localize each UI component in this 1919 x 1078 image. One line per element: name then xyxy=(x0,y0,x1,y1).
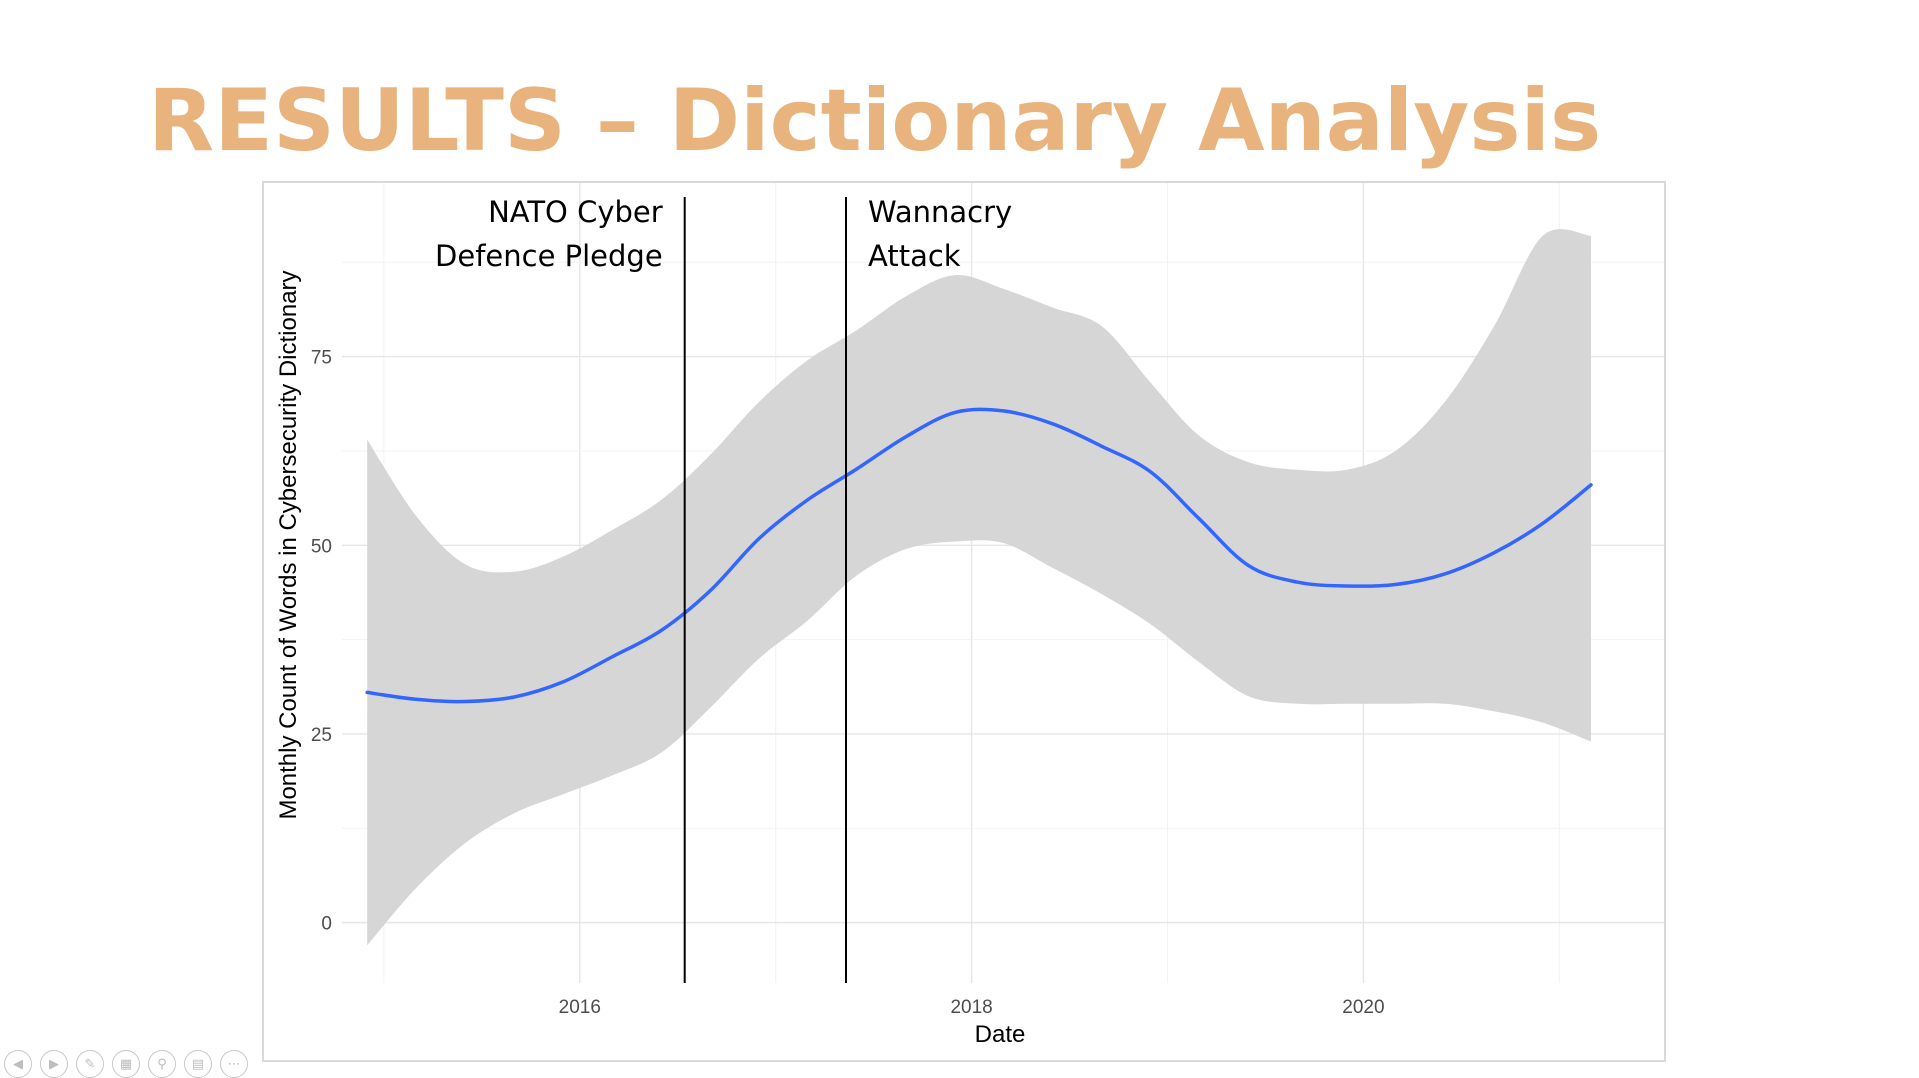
x-tick-label: 2020 xyxy=(1342,997,1384,1018)
more-icon[interactable]: ⋯ xyxy=(220,1050,248,1078)
y-tick-label: 25 xyxy=(311,725,332,746)
y-tick-label: 75 xyxy=(311,348,332,369)
previous-icon[interactable]: ◀ xyxy=(4,1050,32,1078)
presentation-controls: ◀ ▶ ✎ ▦ ⚲ ▤ ⋯ xyxy=(4,1050,248,1078)
confidence-band xyxy=(367,229,1592,946)
x-axis-title: Date xyxy=(975,1021,1026,1048)
next-icon[interactable]: ▶ xyxy=(40,1050,68,1078)
slides-icon[interactable]: ▦ xyxy=(112,1050,140,1078)
x-tick-label: 2016 xyxy=(559,997,601,1018)
slide-title: RESULTS – Dictionary Analysis xyxy=(148,71,1602,171)
subtitles-icon[interactable]: ▤ xyxy=(184,1050,212,1078)
event-annotation-text: Wannacry xyxy=(868,195,1012,229)
y-tick-label: 0 xyxy=(321,914,332,935)
trend-line-layer xyxy=(365,407,1593,704)
y-axis-title: Monthly Count of Words in Cybersecurity … xyxy=(275,270,302,819)
chart-svg: NATO Cyber Defence Pledge Wannacry Attack 0… xyxy=(275,183,1664,1048)
event-annotation-text: Attack xyxy=(868,239,961,273)
zoom-icon[interactable]: ⚲ xyxy=(148,1050,176,1078)
chart-frame: NATO Cyber Defence Pledge Wannacry Attack 0… xyxy=(262,181,1666,1062)
confidence-band-layer xyxy=(367,229,1592,946)
x-tick-label: 2018 xyxy=(950,997,992,1018)
tick-labels-layer: 0 25 50 75 2016 2018 2020 xyxy=(311,348,1385,1018)
pen-icon[interactable]: ✎ xyxy=(76,1050,104,1078)
event-annotation-text: NATO Cyber xyxy=(488,195,663,229)
trend-line xyxy=(365,407,1593,704)
event-annotation-text: Defence Pledge xyxy=(435,239,663,273)
event-lines-layer: NATO Cyber Defence Pledge Wannacry Attack xyxy=(435,195,1012,983)
y-tick-label: 50 xyxy=(311,536,332,557)
